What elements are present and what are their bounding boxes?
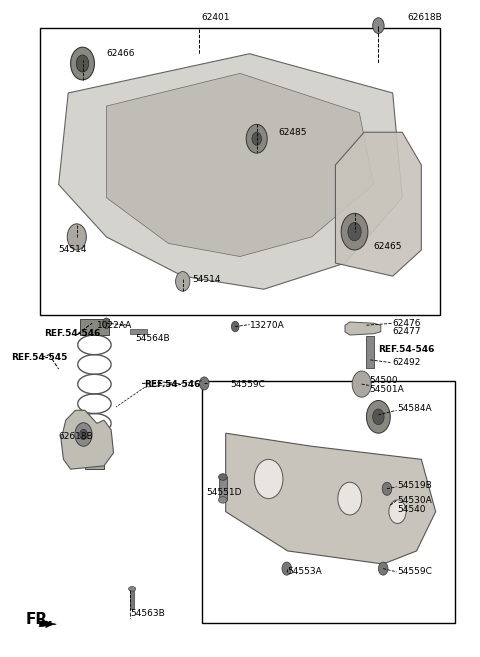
Ellipse shape xyxy=(129,587,136,591)
Text: 62618B: 62618B xyxy=(59,432,94,441)
Text: 62485: 62485 xyxy=(278,127,307,137)
Text: 54559C: 54559C xyxy=(397,568,432,576)
Bar xyxy=(80,319,109,335)
Bar xyxy=(85,430,104,469)
Circle shape xyxy=(372,18,384,34)
Polygon shape xyxy=(59,54,402,289)
Text: 54514: 54514 xyxy=(192,275,221,284)
Text: 13270A: 13270A xyxy=(250,321,284,330)
Text: 54530A: 54530A xyxy=(397,496,432,505)
Text: 54584A: 54584A xyxy=(397,404,432,413)
Bar xyxy=(218,477,227,500)
Circle shape xyxy=(246,124,267,153)
Circle shape xyxy=(76,55,89,72)
Circle shape xyxy=(382,482,392,495)
Circle shape xyxy=(67,224,86,250)
Text: REF.54-546: REF.54-546 xyxy=(44,329,101,338)
Bar xyxy=(130,589,134,608)
Text: 62476: 62476 xyxy=(393,319,421,328)
Circle shape xyxy=(352,371,371,397)
Polygon shape xyxy=(336,132,421,276)
Text: 54564B: 54564B xyxy=(135,334,169,343)
Text: 54563B: 54563B xyxy=(130,608,165,618)
Circle shape xyxy=(252,132,262,145)
Text: REF.54-546: REF.54-546 xyxy=(378,345,435,354)
Ellipse shape xyxy=(218,474,227,480)
Bar xyxy=(130,328,147,334)
Circle shape xyxy=(71,47,95,80)
Text: 1022AA: 1022AA xyxy=(97,321,132,330)
Polygon shape xyxy=(61,410,114,469)
Circle shape xyxy=(338,482,362,515)
Text: 62401: 62401 xyxy=(202,13,230,22)
Circle shape xyxy=(341,214,368,250)
Text: 62465: 62465 xyxy=(373,242,402,251)
Circle shape xyxy=(378,562,388,575)
Text: FR.: FR. xyxy=(25,612,53,627)
Circle shape xyxy=(254,459,283,499)
Circle shape xyxy=(282,562,291,575)
Text: 54559C: 54559C xyxy=(230,380,265,388)
Text: 54500: 54500 xyxy=(369,376,397,386)
Polygon shape xyxy=(39,621,56,627)
Text: 54553A: 54553A xyxy=(288,568,323,576)
Polygon shape xyxy=(107,74,373,256)
Circle shape xyxy=(389,500,406,524)
Circle shape xyxy=(75,422,92,446)
Circle shape xyxy=(231,321,239,332)
Text: 62492: 62492 xyxy=(393,358,421,367)
Text: REF.54-546: REF.54-546 xyxy=(144,380,201,388)
Ellipse shape xyxy=(218,497,227,503)
Text: 54514: 54514 xyxy=(59,246,87,254)
Text: 62466: 62466 xyxy=(107,49,135,58)
Bar xyxy=(366,336,373,368)
Text: 62618B: 62618B xyxy=(407,13,442,22)
Circle shape xyxy=(80,429,87,440)
Bar xyxy=(39,28,441,315)
Text: 54551D: 54551D xyxy=(206,487,242,497)
Text: 54540: 54540 xyxy=(397,505,426,514)
Circle shape xyxy=(103,318,110,328)
Text: 62477: 62477 xyxy=(393,327,421,336)
Circle shape xyxy=(372,409,384,424)
Text: REF.54-545: REF.54-545 xyxy=(11,353,67,363)
Circle shape xyxy=(176,271,190,291)
Circle shape xyxy=(366,401,390,433)
Polygon shape xyxy=(345,322,381,335)
Circle shape xyxy=(199,377,209,390)
Text: 54519B: 54519B xyxy=(397,481,432,490)
Bar xyxy=(202,381,455,623)
Circle shape xyxy=(348,223,361,241)
Polygon shape xyxy=(226,433,436,564)
Text: 54501A: 54501A xyxy=(369,385,404,394)
